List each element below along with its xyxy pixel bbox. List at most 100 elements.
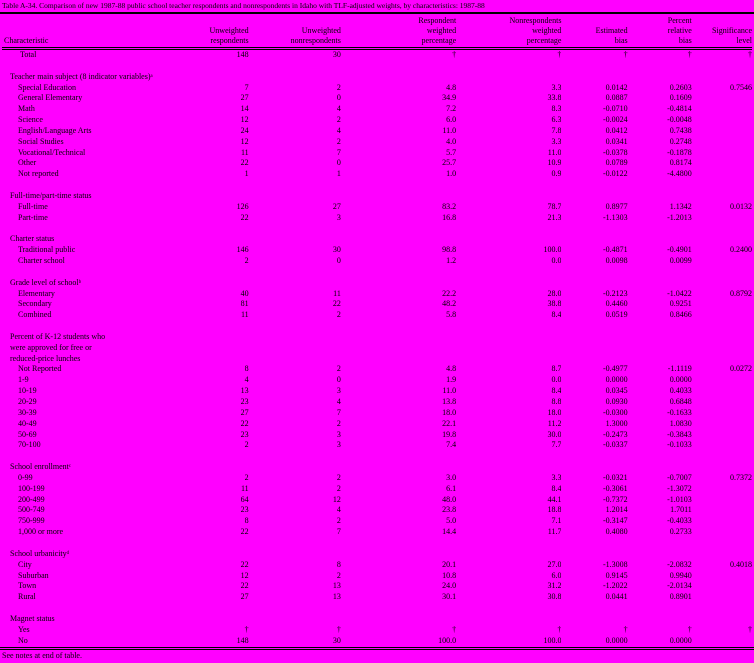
cell-value: -0.0024 [602,115,628,125]
section-header: Full-time/part-time status [10,190,92,200]
row-label: 40-49 [18,418,37,428]
cell-value: -0.3843 [667,429,692,439]
spacer-row [2,61,752,72]
cell-value: 0.0000 [605,375,628,385]
cell-value: 0.0441 [605,592,628,602]
cell-value: 7.4 [446,440,457,450]
cell-value: 2 [336,115,341,125]
cell-value: † [244,624,249,634]
cell-value: † [623,624,628,634]
cell-value: 1.1342 [669,201,692,211]
table-row: 100-199 11 2 6.1 8.4 -0.3061 -1.3072 [2,484,752,495]
cell-value: -0.0321 [602,472,628,482]
cell-value: 11 [240,310,249,320]
cell-value: 2 [336,82,341,92]
cell-value: 12 [240,136,249,146]
cell-value: 18.0 [442,407,457,417]
cell-value: 48.2 [442,299,457,309]
cell-value: 30 [332,50,341,59]
cell-value: 100.0 [438,635,457,645]
cell-value: 0.0098 [605,256,628,266]
cell-value: -1.1119 [667,364,692,374]
cell-value: 0.2733 [669,527,692,537]
cell-value: 20.1 [442,559,457,569]
section-header-row: Full-time/part-time status [2,191,752,202]
cell-value [692,495,752,506]
cell-value: 0.8466 [669,310,692,320]
cell-value [692,419,752,430]
row-label: Other [18,158,37,168]
cell-value: 8 [244,516,249,526]
cell-value: 0.0 [551,256,562,266]
cell-value: 0.1609 [669,93,692,103]
table-row: Town 22 13 24.0 31.2 -1.2022 -2.0134 [2,581,752,592]
section-header: Grade level of schoolᵇ [10,277,82,287]
cell-value: 0.8174 [669,158,692,168]
cell-value: † [687,624,692,634]
cell-value: 2 [336,364,341,374]
cell-value: 13.8 [442,397,457,406]
row-label: Combined [18,310,52,320]
section-header-row: were approved for free or [2,343,752,354]
cell-value: 0.9145 [605,570,628,580]
cell-value: 11.0 [442,125,457,135]
cell-value: † [557,624,562,634]
spacer-row [2,538,752,549]
cell-value: 3.3 [551,136,562,146]
cell-value: 83.2 [442,201,457,211]
cell-value: 13 [332,592,341,602]
cell-value [692,126,752,137]
row-label: No [18,635,28,645]
cell-value: 100.0 [543,245,562,255]
section-header-row: Magnet status [2,614,752,625]
row-label: Math [18,104,35,114]
spacer-row [2,603,752,614]
cell-value: 12 [240,115,249,125]
cell-value: 0.0 [551,375,562,385]
cell-value: 27 [240,407,249,417]
cell-value: -1.2013 [667,212,692,222]
cell-value: 0.0412 [605,125,628,135]
cell-value: 30.0 [547,429,562,439]
row-label: Vocational/Technical [18,147,86,157]
table-row: 0-99 2 2 3.0 3.3 -0.0321 -0.7007 0.7372 [2,473,752,484]
cell-value: 6.1 [446,483,457,493]
cell-value [692,148,752,159]
cell-value: 146 [236,245,249,255]
cell-value: 10.9 [547,158,562,168]
section-header: Teacher main subject (8 indicator variab… [10,71,153,81]
table-row: English/Language Arts 24 4 11.0 7.8 0.0412 0.7… [2,126,752,137]
table-row: Combined 11 2 5.8 8.4 0.0519 0.8466 [2,310,752,321]
cell-value: 14.4 [442,527,457,537]
cell-value: 12 [240,570,249,580]
cell-value: 23 [240,397,249,406]
cell-value: 30.8 [547,592,562,602]
spacer-row [2,267,752,278]
cell-value: 0.0142 [605,82,628,92]
table-row: Charter school 2 0 1.2 0.0 0.0098 0.0099 [2,256,752,267]
cell-value: 3 [336,386,341,396]
cell-value: 0.0272 [730,364,752,374]
cell-value: 27 [332,201,341,211]
table-header: Characteristic Unweighted respondents Unwei… [2,14,752,49]
cell-value: 1.0830 [669,418,692,428]
cell-value: 1.3000 [605,418,628,428]
cell-value: 23 [240,429,249,439]
cell-value: 27 [240,93,249,103]
cell-value: 7.8 [551,125,562,135]
table-title: Table A-34. Comparison of new 1987-88 pu… [2,1,485,10]
cell-value: 5.8 [446,310,457,320]
table-footnote: See notes at end of table. [2,651,82,661]
table-row: 750-999 8 2 5.0 7.1 -0.3147 -0.4033 [2,516,752,527]
cell-value: -0.0710 [602,104,628,114]
row-label: Not reported [18,169,59,179]
cell-value: 4 [336,505,341,515]
cell-value: -0.3147 [602,516,628,526]
table-body: Total 148 30 † † † † † Teacher main subject (8 i… [2,49,752,647]
cell-value: 7.1 [551,516,562,526]
cell-value: 30.1 [442,592,457,602]
table-row: 10-19 13 3 11.0 8.4 0.0345 0.4033 [2,386,752,397]
cell-value: 0.2400 [730,245,752,255]
cell-value: -0.1033 [667,440,692,450]
table-row: 1,000 or more 22 7 14.4 11.7 0.4080 0.2733 [2,527,752,538]
